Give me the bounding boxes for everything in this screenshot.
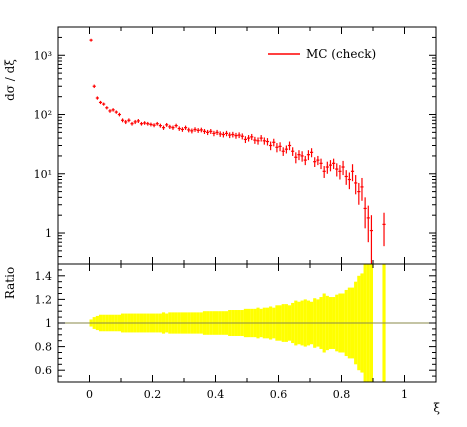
x-tick-label: 0.8	[333, 388, 351, 401]
ratio-panel: 0.6 0.8 1 1.2 1.4 0 0.2 0.4 0.6 0.8 1 Ratio ξ	[3, 263, 440, 415]
y-tick-label: 1	[45, 227, 52, 240]
main-y-ticks: 1 10¹ 10² 10³	[34, 26, 436, 265]
ratio-y-axis-label: Ratio	[3, 267, 17, 299]
y-tick-label: 1	[45, 317, 52, 330]
legend-label: MC (check)	[306, 47, 376, 61]
x-tick-label: 0	[86, 388, 93, 401]
y-tick-label: 1.2	[35, 293, 53, 306]
x-tick-label: 0.2	[144, 388, 162, 401]
y-tick-label: 10¹	[34, 168, 52, 181]
main-plot-area	[58, 27, 436, 264]
y-tick-label: 10²	[34, 109, 52, 122]
x-tick-label: 1	[401, 388, 408, 401]
main-marks	[89, 38, 386, 264]
ratio-frame	[57, 263, 437, 383]
main-x-ticks	[57, 27, 437, 264]
y-tick-label: 0.8	[35, 341, 53, 354]
y-tick-label: 1.4	[35, 270, 53, 283]
legend: MC (check)	[268, 47, 376, 61]
main-panel: 1 10¹ 10² 10³ dσ / dξ MC (check)	[3, 26, 437, 265]
ratio-x-ticks: 0 0.2 0.4 0.6 0.8 1	[57, 264, 437, 401]
x-axis-label: ξ	[433, 401, 440, 415]
x-tick-label: 0.4	[207, 388, 225, 401]
main-y-axis-label: dσ / dξ	[3, 59, 17, 101]
y-tick-label: 0.6	[35, 364, 53, 377]
ratio-y-ticks: 0.6 0.8 1 1.2 1.4	[35, 263, 436, 383]
y-tick-label: 10³	[34, 49, 52, 62]
x-tick-label: 0.6	[270, 388, 288, 401]
